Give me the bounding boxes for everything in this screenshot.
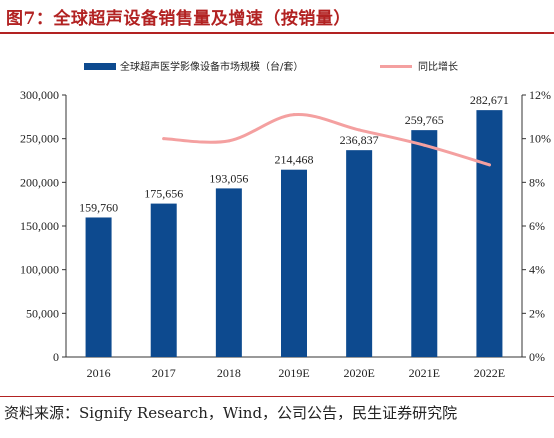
x-tick-label: 2019E — [278, 366, 309, 380]
growth-point — [162, 137, 166, 141]
data-label-2020E: 236,837 — [340, 133, 379, 147]
x-tick-label: 2022E — [474, 366, 505, 380]
x-tick-label: 2020E — [343, 366, 374, 380]
right-tick-label: 12% — [529, 88, 551, 102]
legend-label-growth: 同比增长 — [418, 60, 458, 73]
bars — [85, 110, 503, 357]
left-tick-label: 0 — [53, 350, 59, 364]
growth-point — [422, 143, 426, 147]
data-label-2019E: 214,468 — [275, 153, 314, 167]
x-tick-label: 2017 — [152, 366, 176, 380]
right-tick-label: 8% — [529, 175, 545, 189]
right-tick-label: 4% — [529, 263, 545, 277]
right-tick-label: 0% — [529, 350, 545, 364]
left-tick-label: 250,000 — [20, 132, 59, 146]
growth-point — [292, 113, 296, 117]
legend-swatch-market-size — [84, 63, 116, 70]
data-label-2016: 159,760 — [79, 200, 118, 214]
x-tick-label: 2016 — [87, 366, 111, 380]
bar-2017 — [150, 203, 177, 357]
growth-point — [487, 163, 491, 167]
title-rule — [0, 32, 554, 34]
bar-2016 — [85, 217, 112, 357]
figure-title: 图7：全球超声设备销售量及增速（按销量） — [6, 9, 351, 29]
bar-2022E — [476, 110, 503, 357]
right-tick-label: 10% — [529, 132, 551, 146]
bar-2018 — [215, 188, 242, 357]
data-label-2022E: 282,671 — [470, 93, 509, 107]
growth-point — [227, 139, 231, 143]
growth-line — [162, 113, 491, 167]
data-label-2021E: 259,765 — [405, 113, 444, 127]
data-labels: 159,760 175,656 193,056 214,468 236,837 259,7… — [79, 93, 509, 214]
source-rule — [0, 396, 554, 397]
axes: 0 50,000 100,000 150,000 200,000 250,000 300,0… — [20, 88, 551, 380]
left-tick-label: 150,000 — [20, 219, 59, 233]
bar-2019E — [281, 169, 307, 357]
bar-2020E — [346, 150, 373, 357]
bar-2021E — [411, 130, 438, 357]
left-tick-label: 50,000 — [26, 306, 59, 320]
left-tick-label: 300,000 — [20, 88, 59, 102]
data-label-2017: 175,656 — [144, 187, 183, 201]
left-tick-label: 200,000 — [20, 175, 59, 189]
legend-label-market-size: 全球超声医学影像设备市场规模（台/套） — [120, 60, 303, 73]
left-tick-label: 100,000 — [20, 263, 59, 277]
x-tick-label: 2021E — [409, 366, 440, 380]
data-label-2018: 193,056 — [209, 171, 248, 185]
source-note: 资料来源：Signify Research，Wind，公司公告，民生证券研究院 — [4, 404, 458, 422]
growth-line-path — [162, 113, 491, 167]
legend: 全球超声医学影像设备市场规模（台/套） 同比增长 — [84, 60, 458, 73]
growth-point — [357, 128, 361, 132]
right-tick-label: 6% — [529, 219, 545, 233]
x-tick-label: 2018 — [217, 366, 241, 380]
right-tick-label: 2% — [529, 306, 545, 320]
